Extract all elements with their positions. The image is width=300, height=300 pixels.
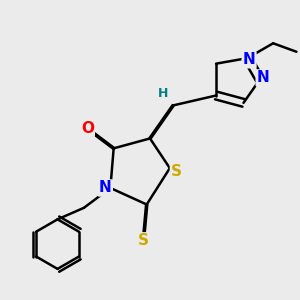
Text: O: O [81, 121, 94, 136]
Text: H: H [158, 87, 168, 101]
Text: N: N [99, 181, 112, 196]
Text: N: N [257, 70, 269, 86]
Text: S: S [138, 233, 149, 248]
Text: S: S [171, 164, 182, 179]
Text: N: N [243, 52, 255, 67]
